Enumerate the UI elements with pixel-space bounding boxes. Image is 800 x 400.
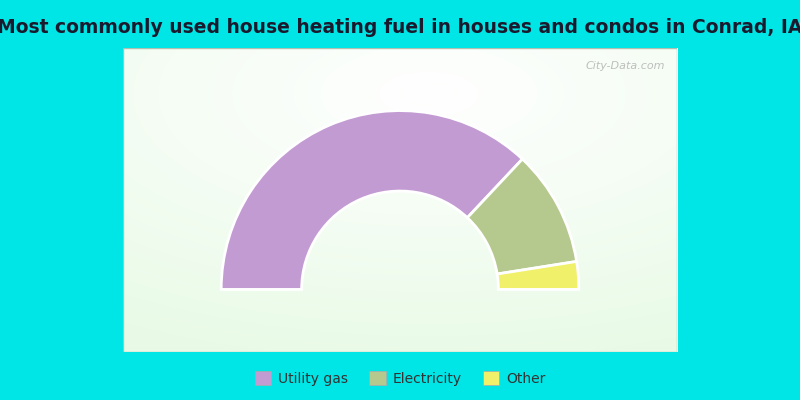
Text: Most commonly used house heating fuel in houses and condos in Conrad, IA: Most commonly used house heating fuel in… <box>0 18 800 37</box>
Wedge shape <box>467 159 577 274</box>
Wedge shape <box>221 110 522 290</box>
Wedge shape <box>497 262 579 290</box>
Text: City-Data.com: City-Data.com <box>585 60 665 70</box>
Legend: Utility gas, Electricity, Other: Utility gas, Electricity, Other <box>249 366 551 391</box>
